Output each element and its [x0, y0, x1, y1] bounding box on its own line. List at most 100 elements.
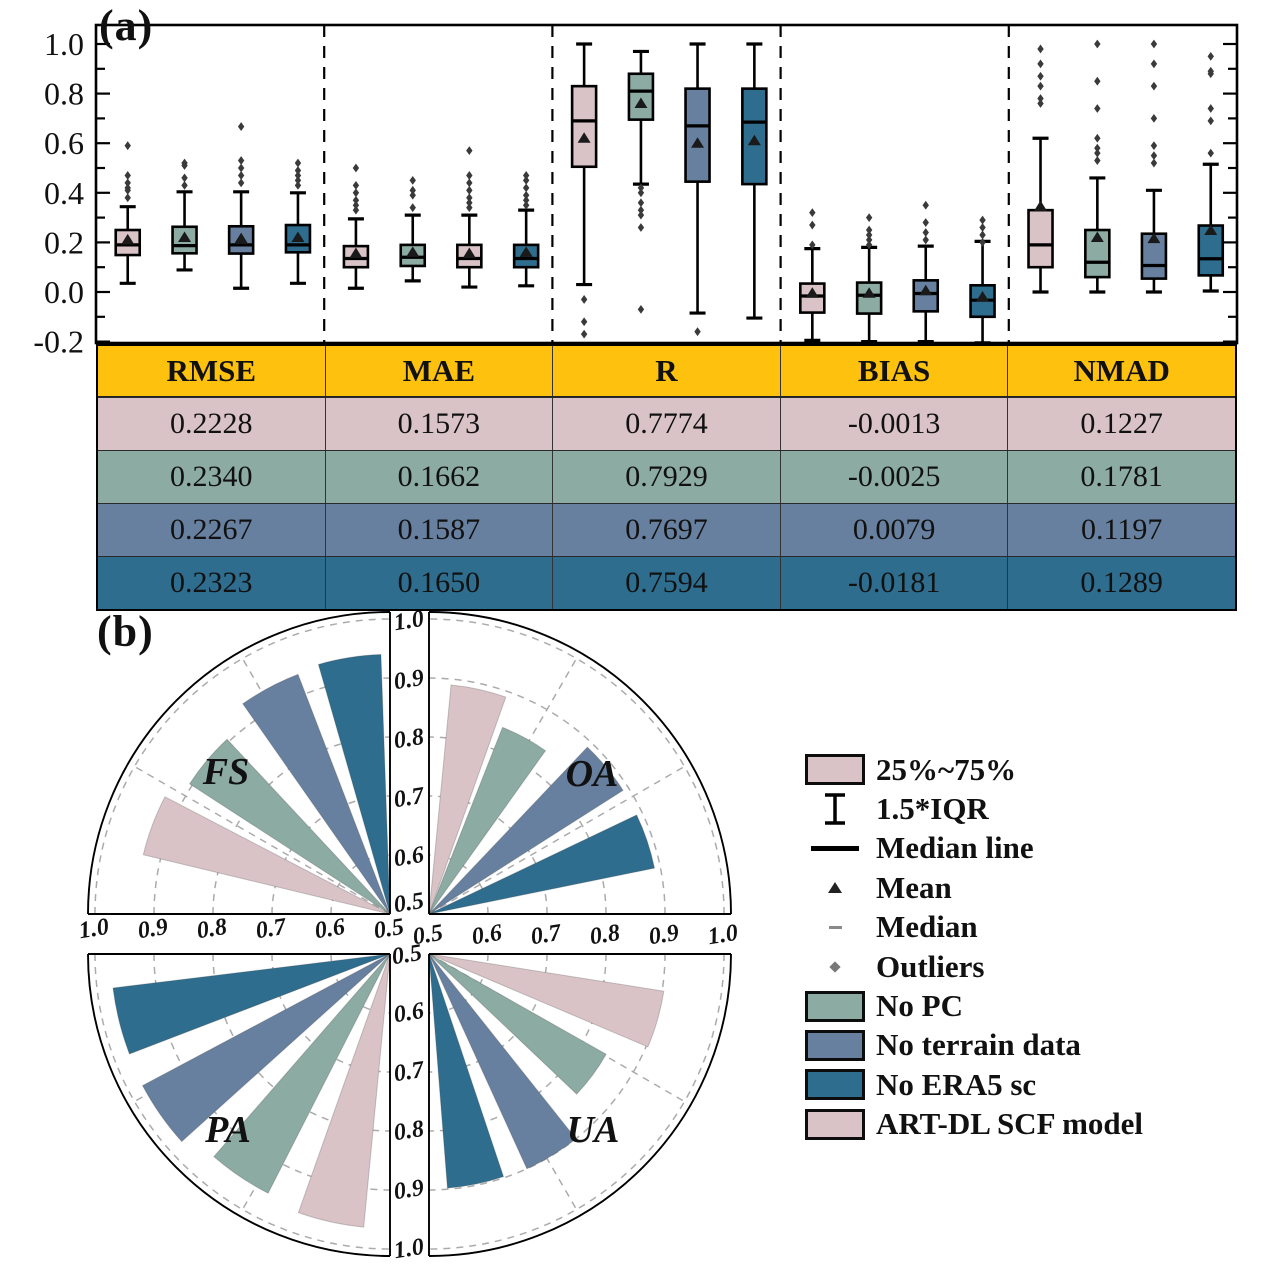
outlier-point: [979, 230, 986, 240]
outlier-point: [294, 166, 302, 175]
outlier-point: [865, 230, 873, 240]
outlier-point: [466, 198, 473, 208]
outlier-point: [637, 304, 645, 314]
outlier-point: [1037, 94, 1044, 103]
outlier-point: [352, 195, 360, 205]
box-iqr: [855, 281, 883, 315]
outlier-point: [352, 200, 360, 210]
outlier-point: [1037, 59, 1044, 69]
y-tick-label: 0.2: [44, 224, 84, 260]
legend-item-median-line: Median line: [794, 829, 1143, 868]
legend-item-iqr-box: 25%~75%: [794, 750, 1143, 789]
table-value: 0.1662: [324, 451, 553, 503]
legend-item-whisker: 1.5*IQR: [794, 789, 1143, 828]
box-iqr: [227, 224, 255, 255]
radial-tick-label: 0.9: [392, 665, 426, 695]
outlier-point: [1094, 76, 1101, 86]
outlier-point: [979, 223, 986, 232]
outlier-point: [352, 163, 360, 173]
legend-label: ART-DL SCF model: [876, 1106, 1144, 1142]
polar-radial-gridline: [134, 765, 391, 915]
legend-label: Median line: [876, 830, 1034, 866]
outlier-point: [580, 317, 588, 327]
outlier-point: [1037, 99, 1044, 108]
radial-tick-label: 0.7: [254, 914, 289, 945]
header-cell-rmse: RMSE: [166, 353, 257, 388]
legend-label: No ERA5 sc: [876, 1066, 1037, 1102]
legend-item-mean: Mean: [794, 868, 1143, 907]
outlier-point: [124, 171, 131, 180]
outlier-point: [237, 171, 245, 180]
metrics-table-header: RMSE MAE R BIAS NMAD: [98, 346, 1235, 397]
outlier-point: [294, 176, 302, 185]
radial-tick-label: 0.6: [470, 920, 504, 950]
polar-bar-UA-pink: [428, 953, 665, 1048]
radial-tick-label: 0.7: [392, 783, 427, 814]
y-tick-label: 1.0: [44, 26, 84, 62]
mean-marker: [747, 134, 761, 146]
outlier-point: [580, 295, 588, 304]
outlier-point: [637, 183, 645, 193]
table-value: -0.0013: [779, 398, 1008, 450]
outlier-point: [1207, 104, 1214, 113]
table-value: 0.0079: [779, 504, 1008, 556]
polar-outer-arc: [87, 953, 391, 1257]
radial-tick-label: 0.6: [392, 842, 426, 872]
outlier-point: [809, 208, 816, 218]
outlier-point: [865, 235, 873, 245]
legend-item-median: Median: [794, 908, 1143, 947]
table-value: 0.1587: [324, 504, 553, 556]
mean-marker: [805, 287, 819, 298]
header-cell-nmad: NMAD: [1007, 346, 1235, 396]
polar-outer-arc: [87, 611, 391, 915]
table-value: 0.1227: [1007, 398, 1235, 450]
y-tick-label: -0.2: [33, 324, 84, 360]
table-value: 0.1289: [1007, 557, 1235, 609]
outlier-point: [1150, 151, 1158, 160]
outlier-point: [466, 171, 473, 180]
outlier-point: [466, 146, 473, 156]
legend-item-outliers: Outliers: [794, 947, 1143, 986]
mean-marker: [406, 246, 420, 257]
polar-radial-gridline: [428, 765, 685, 915]
polar-bar-OA-pink: [428, 684, 507, 915]
boxplot-MAE-2: [456, 146, 483, 289]
polar-bar-PA-teal: [112, 953, 391, 1055]
table-value: 0.1781: [1007, 451, 1235, 503]
outlier-point: [409, 176, 416, 185]
boxplot-RMSE-2: [227, 122, 255, 290]
table-value: 0.2228: [170, 407, 253, 440]
median-line-icon: [794, 846, 876, 851]
boxplot-R-1: [627, 49, 655, 314]
polar-bar-UA-green: [428, 953, 607, 1095]
outlier-point: [352, 188, 360, 198]
median-dash-icon: [794, 925, 876, 929]
mean-marker: [976, 290, 990, 302]
outlier-point: [922, 200, 929, 210]
outlier-point: [237, 156, 245, 165]
outlier-point: [637, 223, 645, 232]
whisker-icon: [794, 790, 876, 828]
table-value: 0.7697: [552, 504, 780, 556]
outlier-point: [1037, 71, 1044, 81]
boxplot-MAE-3: [512, 171, 540, 288]
mean-marker: [862, 287, 876, 298]
polar-bar-OA-teal: [428, 814, 656, 915]
outlier-point: [637, 198, 645, 208]
outlier-point: [237, 122, 245, 131]
header-cell-r: R: [552, 346, 780, 396]
table-value: 0.1650: [324, 557, 553, 609]
outlier-point: [1150, 141, 1158, 151]
outlier-point: [809, 220, 816, 230]
outlier-point: [1094, 148, 1101, 158]
color-swatch-icon: [794, 1029, 876, 1061]
outlier-point: [124, 178, 131, 188]
outlier-point: [580, 329, 588, 339]
mean-marker: [349, 247, 363, 259]
boxplot-MAE-0: [342, 163, 370, 290]
outlier-point: [1094, 143, 1101, 153]
outlier-point: [522, 195, 530, 205]
legend-item-artdl: ART-DL SCF model: [794, 1105, 1143, 1144]
outlier-point: [865, 225, 873, 235]
